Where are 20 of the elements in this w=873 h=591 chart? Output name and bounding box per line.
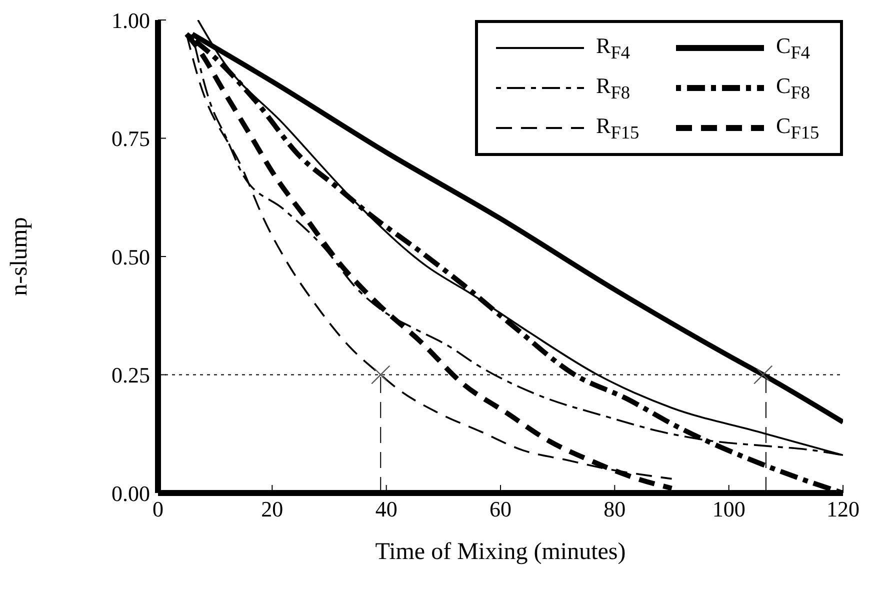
y-tick-label: 0.00 [112,480,150,506]
x-tick-label: 80 [604,496,626,522]
legend-label: C$_{F15}$ [776,112,820,144]
y-tick-label: 0.25 [112,362,150,388]
legend-label: R$_{F8}$ [596,72,632,104]
x-tick-label: 120 [826,496,860,522]
x-tick-label: 40 [375,496,398,522]
x-axis-title: Time of Mixing (minutes) [375,539,626,565]
legend-label: R$_{F15}$ [596,112,640,144]
legend-label: R$_{F4}$ [596,32,632,64]
y-tick-label: 0.75 [112,126,150,152]
x-tick-label: 100 [712,496,746,522]
y-tick-label: 1.00 [112,8,150,33]
y-axis-title: n-slump [6,217,33,296]
legend-label: C$_{F8}$ [776,72,812,104]
x-tick-label: 60 [490,496,512,522]
x-tick-label: 20 [261,496,284,522]
legend-label: C$_{F4}$ [776,32,812,64]
y-tick-label: 0.50 [112,244,150,270]
x-tick-label: 0 [152,496,164,522]
